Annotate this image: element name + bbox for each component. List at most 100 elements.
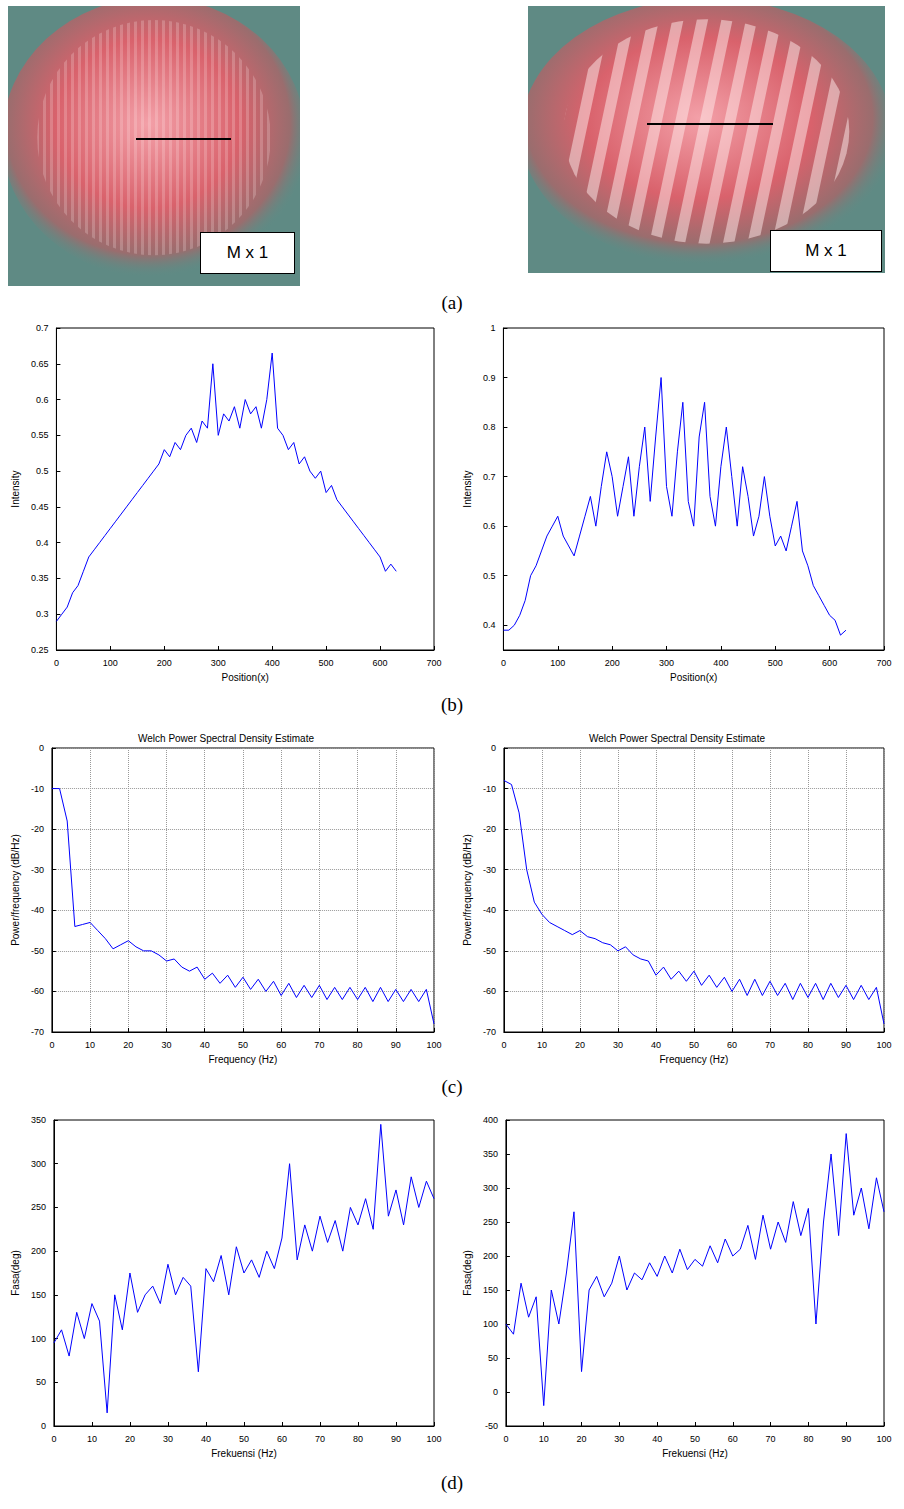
svg-text:0.7: 0.7	[483, 472, 496, 482]
svg-text:100: 100	[426, 1040, 441, 1050]
svg-text:-70: -70	[483, 1027, 496, 1037]
svg-text:0.4: 0.4	[483, 620, 496, 630]
svg-text:400: 400	[713, 658, 728, 668]
svg-text:Power/frequency (dB/Hz): Power/frequency (dB/Hz)	[10, 834, 21, 946]
svg-text:0.65: 0.65	[31, 359, 49, 369]
svg-text:10: 10	[87, 1434, 97, 1444]
svg-text:350: 350	[31, 1115, 46, 1125]
svg-text:300: 300	[659, 658, 674, 668]
svg-text:350: 350	[483, 1149, 498, 1159]
svg-text:100: 100	[103, 658, 118, 668]
svg-text:-40: -40	[31, 905, 44, 915]
svg-text:50: 50	[238, 1040, 248, 1050]
svg-text:70: 70	[314, 1040, 324, 1050]
svg-text:500: 500	[319, 658, 334, 668]
svg-text:150: 150	[483, 1285, 498, 1295]
svg-text:700: 700	[876, 658, 891, 668]
svg-text:0.25: 0.25	[31, 645, 49, 655]
svg-text:90: 90	[841, 1434, 851, 1444]
svg-text:0.55: 0.55	[31, 430, 49, 440]
svg-text:-50: -50	[485, 1421, 498, 1431]
svg-text:250: 250	[31, 1202, 46, 1212]
svg-text:Fasa(deg): Fasa(deg)	[462, 1250, 473, 1296]
svg-text:10: 10	[537, 1040, 547, 1050]
svg-text:200: 200	[483, 1251, 498, 1261]
svg-text:Fasa(deg): Fasa(deg)	[10, 1250, 21, 1296]
svg-text:90: 90	[391, 1434, 401, 1444]
svg-text:Frekuensi (Hz): Frekuensi (Hz)	[662, 1448, 728, 1459]
svg-text:-50: -50	[31, 946, 44, 956]
svg-text:0.5: 0.5	[36, 466, 49, 476]
svg-text:50: 50	[488, 1353, 498, 1363]
svg-text:0: 0	[51, 1434, 56, 1444]
svg-text:-10: -10	[483, 784, 496, 794]
svg-text:-20: -20	[483, 824, 496, 834]
svg-text:-30: -30	[31, 865, 44, 875]
svg-text:-40: -40	[483, 905, 496, 915]
svg-text:50: 50	[36, 1377, 46, 1387]
svg-text:70: 70	[766, 1434, 776, 1444]
svg-text:50: 50	[689, 1040, 699, 1050]
svg-text:50: 50	[690, 1434, 700, 1444]
svg-text:-10: -10	[31, 784, 44, 794]
svg-text:-60: -60	[31, 986, 44, 996]
svg-text:30: 30	[162, 1040, 172, 1050]
svg-text:Intensity: Intensity	[10, 470, 21, 507]
svg-text:70: 70	[315, 1434, 325, 1444]
svg-text:150: 150	[31, 1290, 46, 1300]
svg-text:400: 400	[483, 1115, 498, 1125]
svg-text:600: 600	[373, 658, 388, 668]
svg-text:0: 0	[41, 1421, 46, 1431]
svg-text:Frequency (Hz): Frequency (Hz)	[660, 1054, 729, 1065]
svg-text:-50: -50	[483, 946, 496, 956]
svg-text:30: 30	[613, 1040, 623, 1050]
svg-text:300: 300	[31, 1159, 46, 1169]
svg-text:1: 1	[490, 323, 495, 333]
svg-text:-70: -70	[31, 1027, 44, 1037]
svg-text:700: 700	[426, 658, 441, 668]
svg-text:-20: -20	[31, 824, 44, 834]
svg-text:0.6: 0.6	[483, 521, 496, 531]
svg-text:100: 100	[876, 1040, 891, 1050]
svg-text:0.6: 0.6	[36, 395, 49, 405]
svg-text:200: 200	[605, 658, 620, 668]
svg-text:Position(x): Position(x)	[670, 672, 717, 683]
svg-text:300: 300	[483, 1183, 498, 1193]
svg-text:100: 100	[550, 658, 565, 668]
svg-text:0: 0	[39, 743, 44, 753]
svg-text:Position(x): Position(x)	[222, 672, 269, 683]
svg-text:0: 0	[49, 1040, 54, 1050]
svg-text:80: 80	[353, 1434, 363, 1444]
svg-text:0: 0	[503, 1434, 508, 1444]
svg-text:0.3: 0.3	[36, 609, 49, 619]
svg-text:60: 60	[276, 1040, 286, 1050]
svg-text:0.5: 0.5	[483, 571, 496, 581]
svg-text:Intensity: Intensity	[462, 470, 473, 507]
svg-text:-30: -30	[483, 865, 496, 875]
svg-text:400: 400	[265, 658, 280, 668]
svg-text:Frequency (Hz): Frequency (Hz)	[209, 1054, 278, 1065]
svg-text:0.7: 0.7	[36, 323, 49, 333]
svg-text:40: 40	[651, 1040, 661, 1050]
svg-text:80: 80	[803, 1434, 813, 1444]
svg-text:80: 80	[353, 1040, 363, 1050]
svg-text:0.8: 0.8	[483, 422, 496, 432]
svg-text:10: 10	[85, 1040, 95, 1050]
svg-text:Welch Power Spectral Density E: Welch Power Spectral Density Estimate	[589, 733, 765, 744]
svg-text:60: 60	[727, 1040, 737, 1050]
svg-text:90: 90	[391, 1040, 401, 1050]
svg-text:40: 40	[200, 1040, 210, 1050]
svg-text:20: 20	[125, 1434, 135, 1444]
svg-text:300: 300	[211, 658, 226, 668]
svg-text:70: 70	[765, 1040, 775, 1050]
svg-text:20: 20	[577, 1434, 587, 1444]
svg-text:50: 50	[239, 1434, 249, 1444]
svg-text:Power/frequency (dB/Hz): Power/frequency (dB/Hz)	[462, 834, 473, 946]
svg-text:-60: -60	[483, 986, 496, 996]
svg-text:600: 600	[822, 658, 837, 668]
svg-text:Welch Power Spectral Density E: Welch Power Spectral Density Estimate	[138, 733, 314, 744]
svg-text:0: 0	[501, 658, 506, 668]
svg-text:0.35: 0.35	[31, 573, 49, 583]
svg-text:500: 500	[768, 658, 783, 668]
svg-text:60: 60	[728, 1434, 738, 1444]
